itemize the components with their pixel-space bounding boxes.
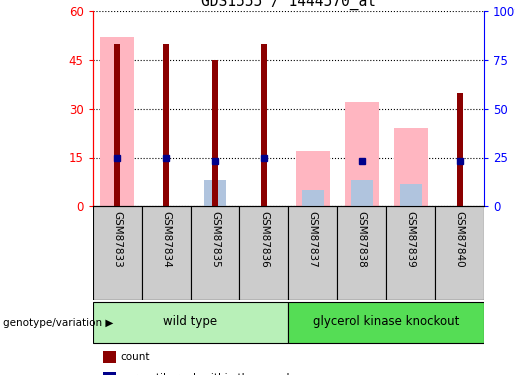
Bar — [93, 302, 288, 343]
Text: genotype/variation ▶: genotype/variation ▶ — [3, 318, 113, 327]
Bar — [435, 206, 484, 300]
Bar — [386, 206, 435, 300]
Text: GSM87834: GSM87834 — [161, 211, 171, 268]
Text: GSM87837: GSM87837 — [308, 211, 318, 268]
Text: GSM87835: GSM87835 — [210, 211, 220, 268]
Title: GDS1555 / 1444570_at: GDS1555 / 1444570_at — [201, 0, 376, 10]
Text: percentile rank within the sample: percentile rank within the sample — [120, 373, 296, 375]
Text: GSM87836: GSM87836 — [259, 211, 269, 268]
Bar — [261, 44, 267, 206]
Bar — [114, 44, 120, 206]
Text: GSM87839: GSM87839 — [406, 211, 416, 268]
Text: wild type: wild type — [163, 315, 218, 328]
Bar — [239, 206, 288, 300]
Bar — [191, 206, 239, 300]
Bar — [345, 102, 379, 206]
Text: glycerol kinase knockout: glycerol kinase knockout — [313, 315, 459, 328]
Bar — [337, 206, 386, 300]
Bar — [163, 44, 169, 206]
Text: GSM87833: GSM87833 — [112, 211, 122, 268]
Text: count: count — [120, 352, 149, 362]
Bar — [296, 151, 330, 206]
Bar — [100, 37, 134, 206]
Bar — [351, 180, 373, 206]
Text: GSM87840: GSM87840 — [455, 211, 465, 268]
Bar — [288, 302, 484, 343]
Bar — [302, 190, 324, 206]
Bar — [393, 128, 428, 206]
Bar — [457, 93, 462, 206]
Bar — [142, 206, 191, 300]
Bar — [288, 206, 337, 300]
Bar — [400, 183, 422, 206]
Bar — [93, 206, 142, 300]
Bar — [204, 180, 226, 206]
Text: GSM87838: GSM87838 — [357, 211, 367, 268]
Bar — [212, 60, 218, 206]
